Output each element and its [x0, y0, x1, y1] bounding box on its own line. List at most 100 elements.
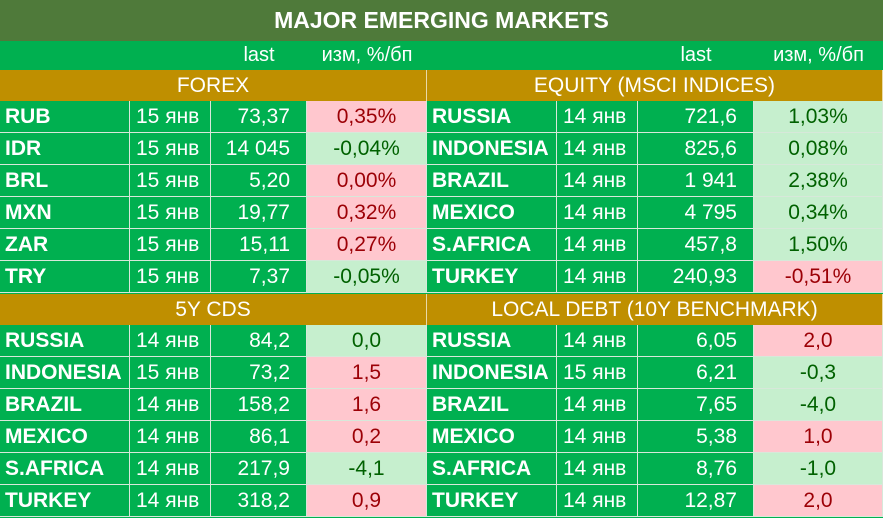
section-header-row: FOREX EQUITY (MSCI INDICES)	[0, 70, 883, 101]
change-value: 1,6	[307, 389, 427, 421]
header-change-right: изм, %/бп	[773, 44, 864, 66]
market-name: TURKEY	[427, 261, 557, 293]
quote-date: 14 янв	[557, 453, 638, 485]
market-name: MEXICO	[0, 421, 130, 453]
column-header-row: last изм, %/бп last изм, %/бп	[0, 41, 883, 70]
last-value: 15,11	[211, 229, 307, 261]
market-name: TURKEY	[0, 485, 130, 517]
change-value: 0,27%	[307, 229, 427, 261]
market-name: MXN	[0, 197, 130, 229]
quote-date: 14 янв	[557, 485, 638, 517]
quote-date: 14 янв	[130, 389, 211, 421]
market-name: MEXICO	[427, 197, 557, 229]
quote-date: 14 янв	[557, 421, 638, 453]
last-value: 240,93	[638, 261, 754, 293]
last-value: 1 941	[638, 165, 754, 197]
quote-date: 14 янв	[557, 261, 638, 293]
change-value: -4,0	[754, 389, 883, 421]
table-row: BRAZIL 14 янв 158,2 1,6 BRAZIL 14 янв 7,65 -4,0	[0, 389, 883, 421]
quote-date: 14 янв	[130, 421, 211, 453]
last-value: 7,65	[638, 389, 754, 421]
section-title-right: EQUITY (MSCI INDICES)	[427, 70, 883, 101]
last-value: 6,05	[638, 325, 754, 357]
last-value: 721,6	[638, 101, 754, 133]
change-value: -1,0	[754, 453, 883, 485]
last-value: 457,8	[638, 229, 754, 261]
header-last-left: last	[243, 44, 275, 66]
last-value: 825,6	[638, 133, 754, 165]
market-name: TRY	[0, 261, 130, 293]
change-value: 0,00%	[307, 165, 427, 197]
market-name: INDONESIA	[0, 357, 130, 389]
last-value: 73,37	[211, 101, 307, 133]
last-value: 19,77	[211, 197, 307, 229]
change-value: 2,38%	[754, 165, 883, 197]
quote-date: 14 янв	[130, 325, 211, 357]
quote-date: 14 янв	[557, 165, 638, 197]
last-value: 158,2	[211, 389, 307, 421]
quote-date: 14 янв	[557, 389, 638, 421]
market-name: INDONESIA	[427, 133, 557, 165]
quote-date: 15 янв	[557, 357, 638, 389]
table-row: BRL 15 янв 5,20 0,00% BRAZIL 14 янв 1 941 2,38%	[0, 165, 883, 197]
change-value: -0,04%	[307, 133, 427, 165]
market-name: S.AFRICA	[427, 229, 557, 261]
change-value: 0,9	[307, 485, 427, 517]
header-last-right: last	[680, 44, 712, 66]
quote-date: 14 янв	[557, 229, 638, 261]
table-row: S.AFRICA 14 янв 217,9 -4,1 S.AFRICA 14 янв 8,7…	[0, 453, 883, 485]
market-name: BRAZIL	[427, 165, 557, 197]
change-value: 0,0	[307, 325, 427, 357]
last-value: 5,20	[211, 165, 307, 197]
market-name: S.AFRICA	[427, 453, 557, 485]
table-row: ZAR 15 янв 15,11 0,27% S.AFRICA 14 янв 457,8 1,…	[0, 229, 883, 261]
last-value: 5,38	[638, 421, 754, 453]
last-value: 12,87	[638, 485, 754, 517]
section-title-left: 5Y CDS	[0, 294, 427, 325]
last-value: 217,9	[211, 453, 307, 485]
table-row: MXN 15 янв 19,77 0,32% MEXICO 14 янв 4 795 0,34…	[0, 197, 883, 229]
change-value: 2,0	[754, 485, 883, 517]
quote-date: 14 янв	[130, 485, 211, 517]
header-change-left: изм, %/бп	[321, 44, 413, 66]
market-name: S.AFRICA	[0, 453, 130, 485]
quote-date: 14 янв	[557, 101, 638, 133]
section-title-right: LOCAL DEBT (10Y BENCHMARK)	[427, 294, 883, 325]
table-row: INDONESIA 15 янв 73,2 1,5 INDONESIA 15 янв 6,2…	[0, 357, 883, 389]
market-name: RUB	[0, 101, 130, 133]
change-value: 0,35%	[307, 101, 427, 133]
quote-date: 14 янв	[557, 197, 638, 229]
change-value: 0,08%	[754, 133, 883, 165]
last-value: 86,1	[211, 421, 307, 453]
market-name: RUSSIA	[427, 101, 557, 133]
market-name: BRAZIL	[427, 389, 557, 421]
market-name: BRAZIL	[0, 389, 130, 421]
table-row: RUB 15 янв 73,37 0,35% RUSSIA 14 янв 721,6 1,03…	[0, 101, 883, 133]
quote-date: 15 янв	[130, 197, 211, 229]
market-name: IDR	[0, 133, 130, 165]
last-value: 84,2	[211, 325, 307, 357]
header-spacer-left	[0, 41, 211, 70]
last-value: 8,76	[638, 453, 754, 485]
last-value: 14 045	[211, 133, 307, 165]
market-name: RUSSIA	[0, 325, 130, 357]
quote-date: 14 янв	[557, 133, 638, 165]
table-row: MEXICO 14 янв 86,1 0,2 MEXICO 14 янв 5,38 1,0	[0, 421, 883, 453]
market-name: RUSSIA	[427, 325, 557, 357]
change-value: 0,34%	[754, 197, 883, 229]
table-title: MAJOR EMERGING MARKETS	[274, 7, 609, 33]
change-value: -0,51%	[754, 261, 883, 293]
section-title-left: FOREX	[0, 70, 427, 101]
quote-date: 15 янв	[130, 133, 211, 165]
market-name: TURKEY	[427, 485, 557, 517]
section-header-row: 5Y CDS LOCAL DEBT (10Y BENCHMARK)	[0, 294, 883, 325]
quote-date: 15 янв	[130, 261, 211, 293]
change-value: 0,32%	[307, 197, 427, 229]
last-value: 318,2	[211, 485, 307, 517]
quote-date: 14 янв	[557, 325, 638, 357]
table-row: IDR 15 янв 14 045 -0,04% INDONESIA 14 янв 825,…	[0, 133, 883, 165]
market-name: BRL	[0, 165, 130, 197]
market-name: INDONESIA	[427, 357, 557, 389]
last-value: 4 795	[638, 197, 754, 229]
